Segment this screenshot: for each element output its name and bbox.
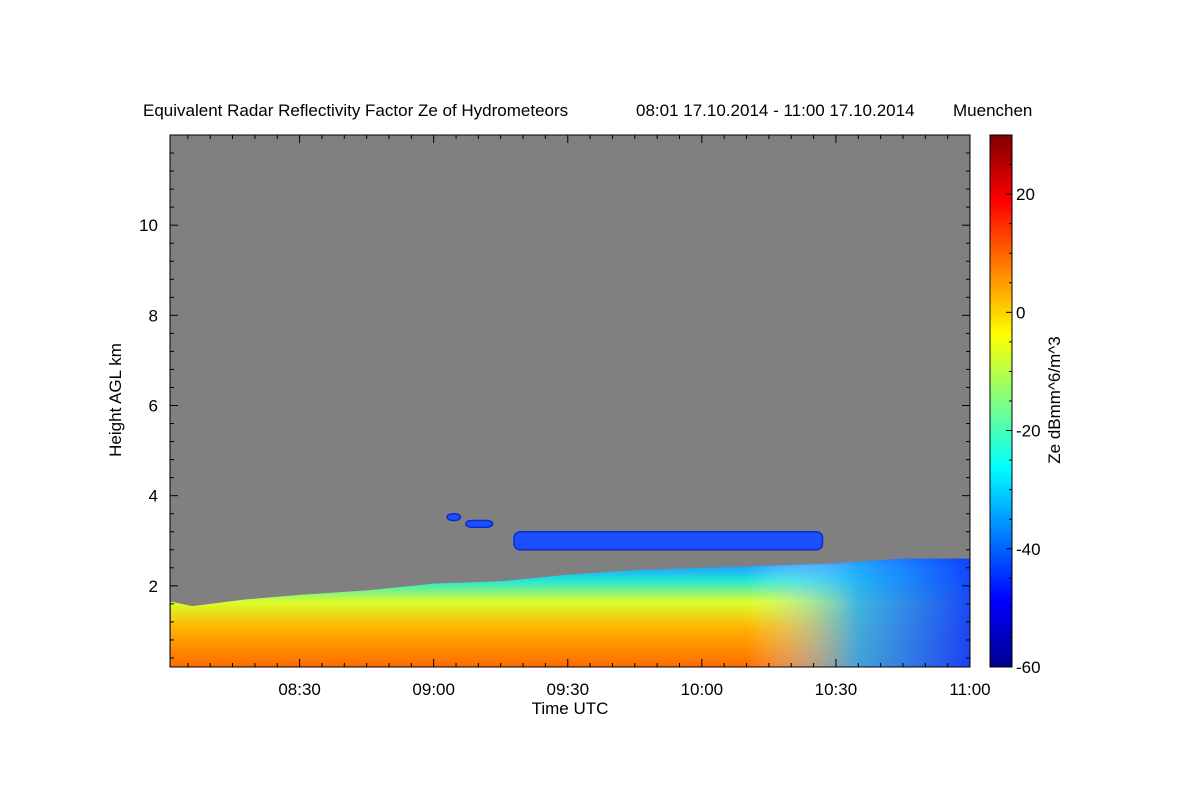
y-tick-label: 10 (139, 216, 158, 235)
x-tick-label: 09:00 (412, 680, 455, 699)
y-tick-label: 6 (149, 397, 158, 416)
chart-time-range: 08:01 17.10.2014 - 11:00 17.10.2014 (636, 101, 915, 120)
colorbar-tick-label: -20 (1016, 422, 1041, 441)
y-tick-label: 2 (149, 577, 158, 596)
x-tick-label: 11:00 (949, 680, 990, 699)
y-axis-label: Height AGL km (106, 343, 125, 457)
upper-cloud-layer-2 (465, 519, 494, 528)
x-tick-label: 09:30 (546, 680, 589, 699)
colorbar-tick-label: 0 (1016, 303, 1025, 322)
colorbar-gradient (989, 134, 1013, 668)
upper-cloud-layer-0 (513, 530, 824, 551)
upper-layers (446, 512, 824, 551)
y-tick-label: 8 (149, 306, 158, 325)
colorbar-tick-label: 20 (1016, 185, 1035, 204)
chart-title: Equivalent Radar Reflectivity Factor Ze … (143, 101, 568, 120)
colorbar-ticks: 20 0 -20 -40 -60 (1006, 134, 1041, 677)
y-axis: 2 4 6 8 10 (139, 134, 970, 659)
echo-region-fade (170, 558, 970, 667)
x-tick-label: 10:00 (681, 680, 724, 699)
colorbar-label: Ze dBmm^6/m^3 (1045, 336, 1064, 463)
x-axis-label: Time UTC (532, 699, 609, 718)
chart-location: Muenchen (953, 101, 1032, 120)
colorbar-tick-label: -40 (1016, 540, 1041, 559)
plot-frame (169, 134, 971, 668)
plot-area: 08:30 09:00 09:30 10:00 10:30 11:00 2 4 6 8 10 (139, 134, 991, 699)
colorbar-tick-label: -60 (1016, 658, 1041, 677)
x-axis: 08:30 09:00 09:30 10:00 10:30 11:00 (187, 135, 991, 699)
x-tick-label: 08:30 (278, 680, 321, 699)
x-tick-label: 10:30 (815, 680, 858, 699)
colorbar: 20 0 -20 -40 -60 (989, 134, 1041, 677)
y-tick-label: 4 (149, 487, 158, 506)
upper-cloud-layer-1 (446, 512, 462, 522)
